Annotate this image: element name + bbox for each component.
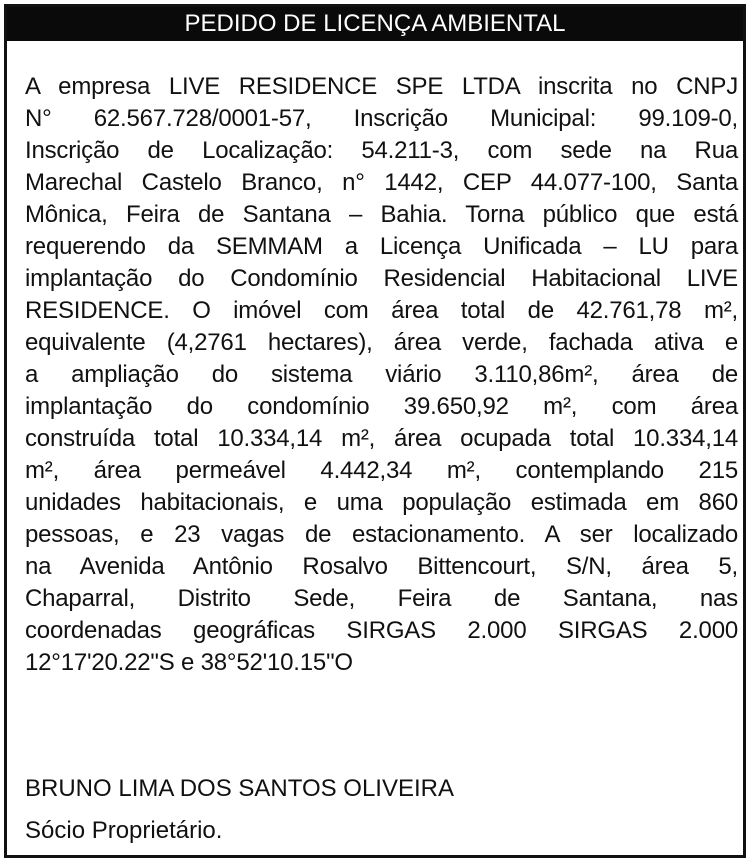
body-text-line: equivalente (4,2761 hectares), área verd…: [25, 329, 738, 356]
body-text-line: construída total 10.334,14 m², área ocup…: [25, 425, 738, 452]
body-text-line: coordenadas geográficas SIRGAS 2.000 SIR…: [25, 617, 738, 644]
body-text-line: Chaparral, Distrito Sede, Feira de Santa…: [25, 585, 738, 612]
body-text-line: implantação do condomínio 39.650,92 m², …: [25, 393, 738, 420]
body-text-line: A empresa LIVE RESIDENCE SPE LTDA inscri…: [25, 73, 738, 100]
body-text-line: RESIDENCE. O imóvel com área total de 42…: [25, 297, 738, 324]
body-text-line: pessoas, e 23 vagas de estacionamento. A…: [25, 521, 738, 548]
notice-body: A empresa LIVE RESIDENCE SPE LTDA inscri…: [25, 71, 738, 679]
signatory-role: Sócio Proprietário.: [25, 817, 223, 844]
notice-title: PEDIDO DE LICENÇA AMBIENTAL: [7, 7, 743, 41]
body-text-line: implantação do Condomínio Residencial Ha…: [25, 265, 738, 292]
body-text-line: na Avenida Antônio Rosalvo Bittencourt, …: [25, 553, 738, 580]
body-text-line: m², área permeável 4.442,34 m², contempl…: [25, 457, 738, 484]
notice-frame: PEDIDO DE LICENÇA AMBIENTAL A empresa LI…: [4, 4, 746, 858]
body-text-line: Inscrição de Localização: 54.211-3, com …: [25, 137, 738, 164]
body-text-line: N° 62.567.728/0001-57, Inscrição Municip…: [25, 105, 738, 132]
body-text-line: requerendo da SEMMAM a Licença Unificada…: [25, 233, 738, 260]
body-text-line: Marechal Castelo Branco, n° 1442, CEP 44…: [25, 169, 738, 196]
body-text-line: unidades habitacionais, e uma população …: [25, 489, 738, 516]
signatory-name: BRUNO LIMA DOS SANTOS OLIVEIRA: [25, 775, 454, 802]
body-text-line: a ampliação do sistema viário 3.110,86m²…: [25, 361, 738, 388]
body-text-line: Mônica, Feira de Santana – Bahia. Torna …: [25, 201, 738, 228]
body-text-line: 12°17'20.22"S e 38°52'10.15"O: [25, 649, 353, 676]
